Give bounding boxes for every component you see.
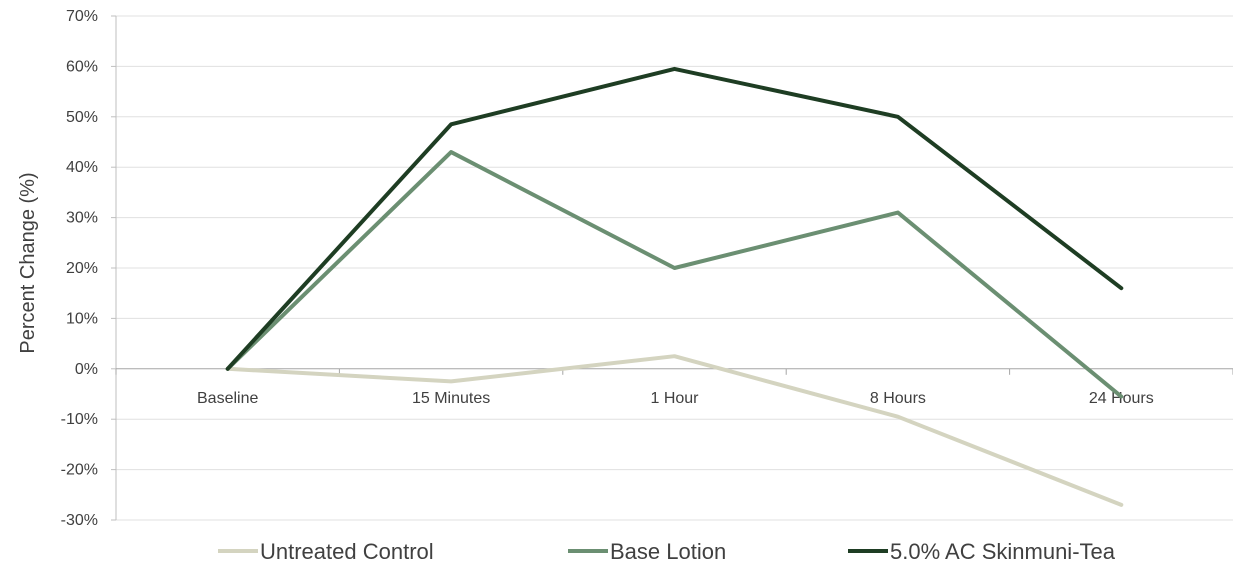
y-tick-label: -10%	[61, 411, 98, 428]
y-tick-label: 40%	[66, 159, 98, 176]
legend: Untreated Control Base Lotion 5.0% AC Skin…	[218, 539, 1116, 563]
axes	[111, 15, 1233, 521]
y-tick-label: 0%	[75, 361, 98, 378]
legend-label: 5.0% AC Skinmuni-Tea	[890, 539, 1116, 563]
series-lines	[225, 66, 1124, 507]
y-tick-label: 50%	[66, 109, 98, 126]
y-tick-label: 20%	[66, 260, 98, 277]
y-tick-label: -30%	[61, 512, 98, 529]
x-tick-labels: Baseline 15 Minutes 1 Hour 8 Hours 24 Hours	[197, 390, 1154, 407]
series-line	[225, 354, 1124, 507]
y-tick-label: 70%	[66, 8, 98, 25]
y-tick-label: 30%	[66, 210, 98, 227]
series-line	[225, 66, 1124, 371]
y-tick-label: 10%	[66, 310, 98, 327]
series-line	[225, 150, 1124, 399]
y-axis-label: Percent Change (%)	[17, 172, 39, 353]
y-tick-label: -20%	[61, 462, 98, 479]
legend-label: Untreated Control	[260, 539, 434, 563]
x-tick-label: 15 Minutes	[412, 390, 490, 407]
x-tick-label: 8 Hours	[870, 390, 926, 407]
legend-label: Base Lotion	[610, 539, 726, 563]
x-tick-label: 1 Hour	[650, 390, 699, 407]
x-tick-label: Baseline	[197, 390, 258, 407]
y-tick-labels: 70% 60% 50% 40% 30% 20% 10% 0% -10% -20% -30%	[61, 8, 98, 529]
y-tick-label: 60%	[66, 58, 98, 75]
